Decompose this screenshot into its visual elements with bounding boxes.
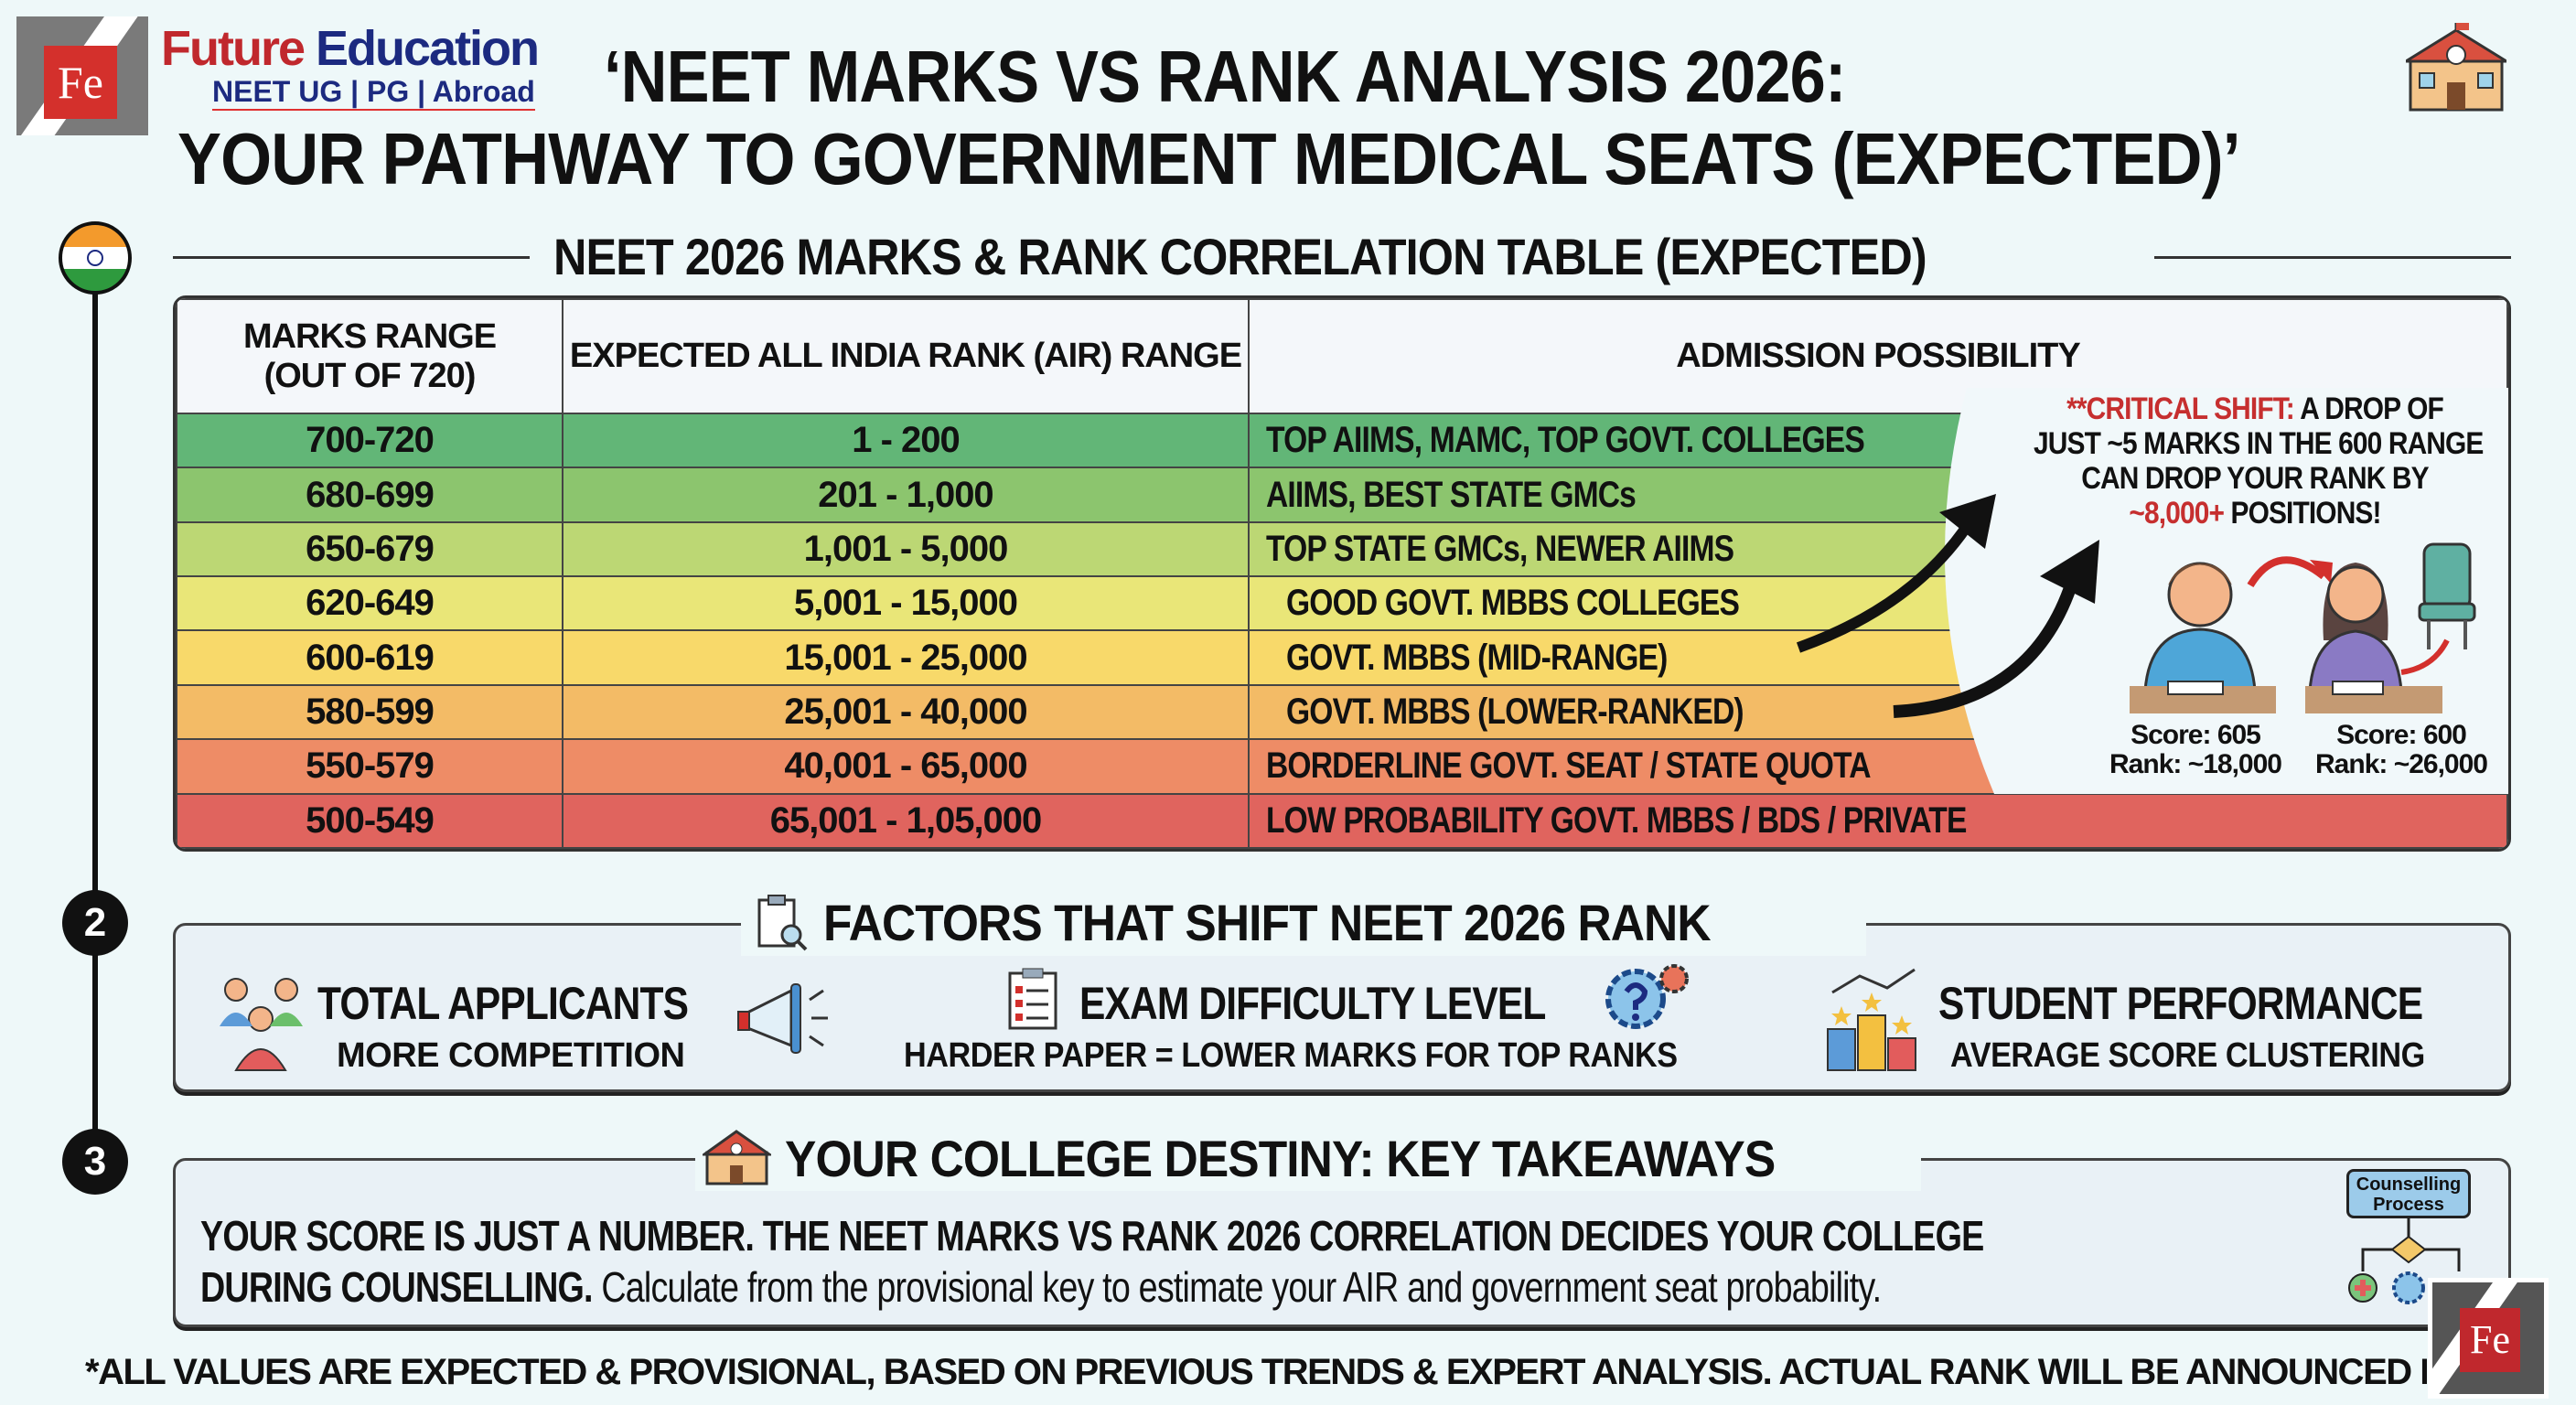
section-heading-factors: FACTORS THAT SHIFT NEET 2026 RANK: [823, 894, 1712, 951]
megaphone-icon: [737, 983, 828, 1054]
brand-logo-small: Fe: [2428, 1278, 2549, 1399]
brand-logo: Fe: [16, 16, 148, 135]
page-title-line1-wrap: ‘NEET MARKS VS RANK ANALYSIS 2026:: [604, 35, 2015, 119]
marks-cell: 700-720: [176, 413, 564, 469]
rank-cell: 1 - 200: [562, 413, 1250, 469]
admission-text: GOVT. MBBS (LOWER-RANKED): [1286, 692, 1744, 733]
arrows-illustration: [1796, 494, 2476, 718]
arrow-up-icon: [2040, 540, 2099, 604]
rank-cell: 25,001 - 40,000: [562, 683, 1250, 741]
marks-cell: 650-679: [176, 520, 564, 578]
marks-cell: 680-699: [176, 467, 564, 523]
rank-cell: 65,001 - 1,05,000: [562, 792, 1250, 849]
brand-name-part2: Education: [316, 21, 540, 76]
takeaway-text: YOUR SCORE IS JUST A NUMBER. THE NEET MA…: [200, 1210, 2375, 1313]
student2-score: Score: 600 Rank: ~26,000: [2315, 720, 2488, 779]
table-row: 500-549 65,001 - 1,05,000 LOW PROBABILIT…: [176, 792, 2508, 849]
rank-cell: 201 - 1,000: [562, 467, 1250, 523]
brand-name-part1: Future: [161, 21, 306, 76]
admission-cell: LOW PROBABILITY GOVT. MBBS / BDS / PRIVA…: [1248, 792, 2508, 849]
student1-score: Score: 605 Rank: ~18,000: [2109, 720, 2282, 779]
marks-cell: 580-599: [176, 683, 564, 741]
performance-chart-icon: [1827, 968, 1916, 1071]
marks-cell: 600-619: [176, 629, 564, 686]
section-heading-takeaways: YOUR COLLEGE DESTINY: KEY TAKEAWAYS: [785, 1130, 1776, 1187]
marks-cell: 500-549: [176, 792, 564, 849]
factor-subtitle-applicants: MORE COMPETITION: [337, 1036, 685, 1075]
admission-text: LOW PROBABILITY GOVT. MBBS / BDS / PRIVA…: [1266, 799, 1967, 841]
factor-subtitle-difficulty: HARDER PAPER = LOWER MARKS FOR TOP RANKS: [904, 1036, 1678, 1075]
flow-label: Counselling Process: [2346, 1169, 2471, 1218]
admission-text: TOP AIIMS, MAMC, TOP GOVT. COLLEGES: [1266, 420, 1865, 461]
factor-title-performance-wrap: STUDENT PERFORMANCE: [1938, 977, 2508, 1030]
marks-cell: 550-579: [176, 738, 564, 795]
gear-question-icon: [1605, 964, 1689, 1029]
section-heading-takeaways-bg: [695, 1127, 1921, 1191]
factor-title-difficulty-wrap: EXAM DIFFICULTY LEVEL: [1079, 977, 1627, 1030]
clipboard-search-icon: [757, 895, 808, 951]
takeaway-line2: DURING COUNSELLING. Calculate from the p…: [200, 1263, 1882, 1311]
column-header-rank: EXPECTED ALL INDIA RANK (AIR) RANGE: [562, 298, 1250, 415]
page-title-line2-wrap: YOUR PATHWAY TO GOVERNMENT MEDICAL SEATS…: [177, 117, 2469, 201]
admission-text: BORDERLINE GOVT. SEAT / STATE QUOTA: [1266, 745, 1872, 787]
counselling-flowchart: Counselling Process: [2345, 1169, 2474, 1311]
arrow-right-icon: [2310, 560, 2333, 584]
brand-name: Future Education: [161, 20, 540, 77]
people-group-icon: [220, 978, 303, 1071]
page-title-line2: YOUR PATHWAY TO GOVERNMENT MEDICAL SEATS…: [177, 118, 2241, 199]
section-heading-table-wrap: NEET 2026 MARKS & RANK CORRELATION TABLE…: [553, 227, 2079, 286]
takeaway-line1: YOUR SCORE IS JUST A NUMBER. THE NEET MA…: [200, 1212, 1984, 1260]
factor-subtitle-difficulty-wrap: HARDER PAPER = LOWER MARKS FOR TOP RANKS: [904, 1036, 1764, 1076]
factor-subtitle-performance: AVERAGE SCORE CLUSTERING: [1950, 1036, 2425, 1075]
factor-title-applicants-wrap: TOTAL APPLICANTS: [317, 977, 754, 1030]
admission-text: TOP STATE GMCs, NEWER AIIMS: [1266, 528, 1734, 569]
brand-tagline: NEET UG | PG | Abroad: [212, 75, 535, 111]
admission-text: GOOD GOVT. MBBS COLLEGES: [1286, 583, 1740, 624]
step-number-2: 2: [62, 890, 128, 956]
divider: [2154, 256, 2511, 259]
divider: [173, 256, 530, 259]
section-heading-table: NEET 2026 MARKS & RANK CORRELATION TABLE…: [553, 228, 1927, 285]
logo-text: Fe: [44, 46, 117, 119]
seat-icon: [2418, 542, 2476, 649]
admission-text: GOVT. MBBS (MID-RANGE): [1286, 637, 1668, 678]
rank-cell: 1,001 - 5,000: [562, 520, 1250, 578]
logo-text: Fe: [2460, 1308, 2520, 1372]
page-title-line1: ‘NEET MARKS VS RANK ANALYSIS 2026:: [604, 36, 1846, 117]
checklist-icon: [1008, 968, 1057, 1030]
factor-title-difficulty: EXAM DIFFICULTY LEVEL: [1079, 978, 1546, 1029]
arrow-up-icon: [1939, 494, 1996, 549]
rank-cell: 40,001 - 65,000: [562, 738, 1250, 795]
marks-cell: 620-649: [176, 575, 564, 632]
rank-cell: 15,001 - 25,000: [562, 629, 1250, 686]
student-boy-icon: [2130, 562, 2276, 713]
student-girl-icon: [2305, 563, 2442, 713]
step-number-3: 3: [62, 1129, 128, 1195]
timeline-line: [92, 293, 98, 1153]
critical-shift-callout: **CRITICAL SHIFT: A DROP OF JUST ~5 MARK…: [2034, 391, 2484, 531]
section-heading-takeaways-wrap: YOUR COLLEGE DESTINY: KEY TAKEAWAYS: [785, 1129, 1861, 1188]
factor-title-applicants: TOTAL APPLICANTS: [317, 978, 689, 1029]
marks-rank-table: MARKS RANGE (OUT OF 720) EXPECTED ALL IND…: [173, 295, 2511, 852]
column-header-marks: MARKS RANGE (OUT OF 720): [176, 298, 564, 415]
factor-title-performance: STUDENT PERFORMANCE: [1938, 978, 2423, 1029]
section-heading-factors-wrap: FACTORS THAT SHIFT NEET 2026 RANK: [823, 893, 1787, 952]
india-flag-icon: [59, 221, 132, 295]
admission-text: AIIMS, BEST STATE GMCs: [1266, 474, 1637, 515]
section-heading-factors-bg: [741, 892, 1866, 956]
footer-disclaimer: *ALL VALUES ARE EXPECTED & PROVISIONAL, …: [85, 1352, 2427, 1392]
rank-cell: 5,001 - 15,000: [562, 575, 1250, 632]
college-icon: [703, 1130, 771, 1185]
school-icon: [2406, 23, 2506, 112]
factor-subtitle-performance-wrap: AVERAGE SCORE CLUSTERING: [1950, 1036, 2477, 1076]
